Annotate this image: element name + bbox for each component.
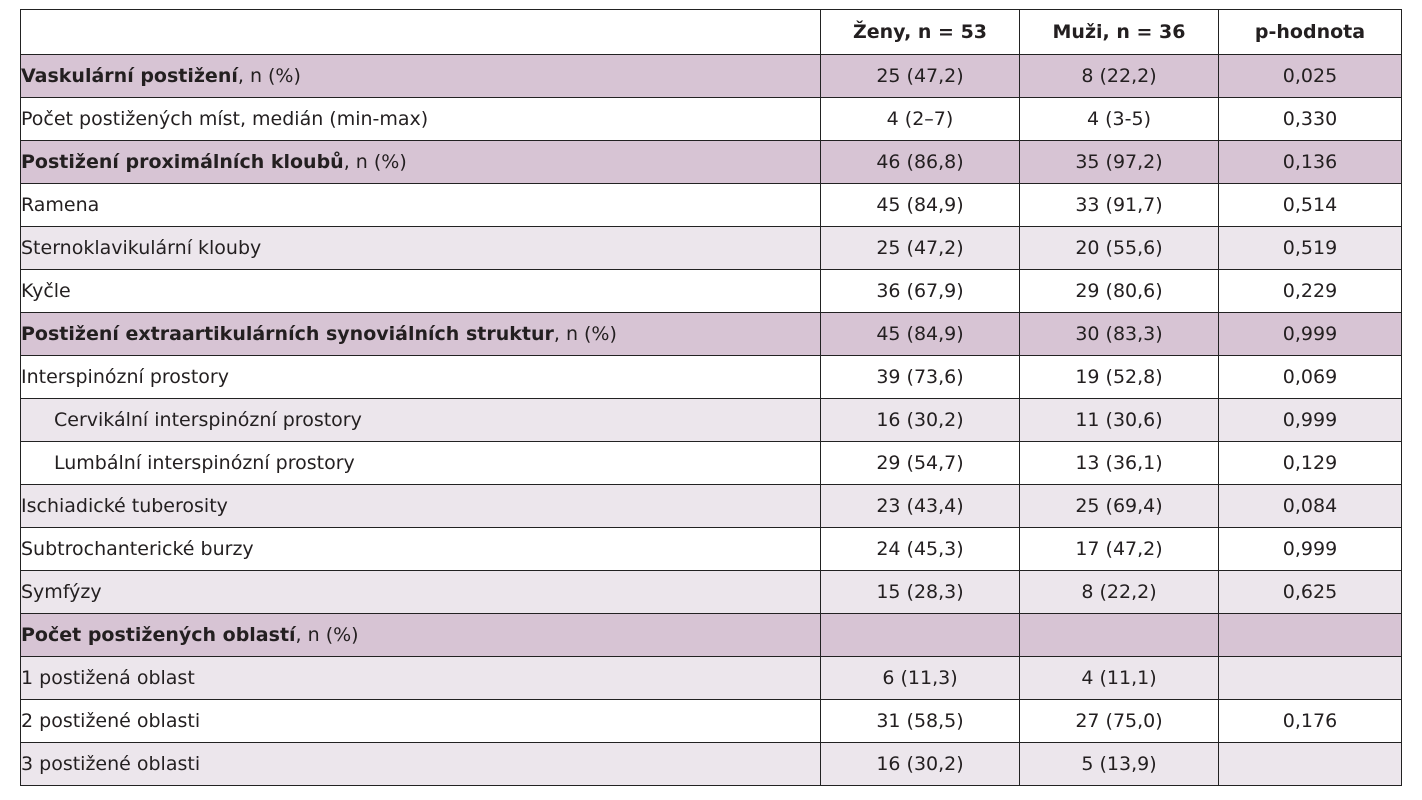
- row-label-bold: Postižení extraartikulárních synoviálníc…: [21, 323, 554, 345]
- women-value: 25 (47,2): [820, 226, 1020, 270]
- row-label-bold: Vaskulární postižení: [21, 65, 238, 87]
- women-value: 4 (2–7): [820, 97, 1020, 141]
- women-value: 16 (30,2): [820, 398, 1020, 442]
- p-value: 0,330: [1218, 97, 1402, 141]
- men-value: 11 (30,6): [1019, 398, 1219, 442]
- section-row: Vaskulární postižení, n (%) 25 (47,2) 8 (2…: [20, 54, 1402, 98]
- row-label: Symfýzy: [20, 570, 821, 614]
- row-label: Kyčle: [20, 269, 821, 313]
- women-value: 46 (86,8): [820, 140, 1020, 184]
- table-row: Počet postižených míst, medián (min-max)…: [20, 97, 1402, 141]
- men-value: 27 (75,0): [1019, 699, 1219, 743]
- row-label: 3 postižené oblasti: [20, 742, 821, 786]
- row-label: Lumbální interspinózní prostory: [20, 441, 821, 485]
- p-value: [1218, 656, 1402, 700]
- row-label: 2 postižené oblasti: [20, 699, 821, 743]
- p-value: 0,999: [1218, 527, 1402, 571]
- p-value: 0,069: [1218, 355, 1402, 399]
- row-label: 1 postižená oblast: [20, 656, 821, 700]
- men-value: 25 (69,4): [1019, 484, 1219, 528]
- women-value: 16 (30,2): [820, 742, 1020, 786]
- row-label: Interspinózní prostory: [20, 355, 821, 399]
- men-value: 30 (83,3): [1019, 312, 1219, 356]
- row-label: Sternoklavikulární klouby: [20, 226, 821, 270]
- table-row: Ramena 45 (84,9) 33 (91,7) 0,514: [20, 183, 1402, 227]
- row-label: Ischiadické tuberosity: [20, 484, 821, 528]
- header-men: Muži, n = 36: [1019, 9, 1219, 55]
- women-value: [820, 613, 1020, 657]
- table-row: Ischiadické tuberosity 23 (43,4) 25 (69,4)…: [20, 484, 1402, 528]
- women-value: 45 (84,9): [820, 312, 1020, 356]
- men-value: 13 (36,1): [1019, 441, 1219, 485]
- results-table: Ženy, n = 53 Muži, n = 36 p-hodnota Vask…: [20, 9, 1402, 786]
- p-value: 0,514: [1218, 183, 1402, 227]
- row-label: Cervikální interspinózní prostory: [20, 398, 821, 442]
- table-row: 2 postižené oblasti 31 (58,5) 27 (75,0) 0,1…: [20, 699, 1402, 743]
- table-row: Cervikální interspinózní prostory 16 (30,…: [20, 398, 1402, 442]
- men-value: 8 (22,2): [1019, 570, 1219, 614]
- men-value: 29 (80,6): [1019, 269, 1219, 313]
- women-value: 6 (11,3): [820, 656, 1020, 700]
- women-value: 29 (54,7): [820, 441, 1020, 485]
- row-label: Postižení extraartikulárních synoviálníc…: [20, 312, 821, 356]
- header-row: Ženy, n = 53 Muži, n = 36 p-hodnota: [20, 9, 1402, 55]
- row-label-bold: Postižení proximálních kloubů: [21, 151, 344, 173]
- row-label-suffix: , n (%): [237, 65, 301, 87]
- p-value: 0,176: [1218, 699, 1402, 743]
- women-value: 36 (67,9): [820, 269, 1020, 313]
- p-value: 0,084: [1218, 484, 1402, 528]
- men-value: 19 (52,8): [1019, 355, 1219, 399]
- men-value: 17 (47,2): [1019, 527, 1219, 571]
- table-row: Subtrochanterické burzy 24 (45,3) 17 (47,2…: [20, 527, 1402, 571]
- row-label: Ramena: [20, 183, 821, 227]
- row-label-suffix: , n (%): [343, 151, 407, 173]
- table-row: Kyčle 36 (67,9) 29 (80,6) 0,229: [20, 269, 1402, 313]
- p-value: 0,129: [1218, 441, 1402, 485]
- section-row: Postižení extraartikulárních synoviálníc…: [20, 312, 1402, 356]
- header-p-value: p-hodnota: [1218, 9, 1402, 55]
- women-value: 39 (73,6): [820, 355, 1020, 399]
- p-value: [1218, 613, 1402, 657]
- row-label-suffix: , n (%): [553, 323, 617, 345]
- table-row: 1 postižená oblast 6 (11,3) 4 (11,1): [20, 656, 1402, 700]
- p-value: 0,999: [1218, 312, 1402, 356]
- table-row: 3 postižené oblasti 16 (30,2) 5 (13,9): [20, 742, 1402, 786]
- row-label: Počet postižených míst, medián (min-max): [20, 97, 821, 141]
- p-value: 0,625: [1218, 570, 1402, 614]
- table-row: Interspinózní prostory 39 (73,6) 19 (52,8)…: [20, 355, 1402, 399]
- row-label: Postižení proximálních kloubů, n (%): [20, 140, 821, 184]
- row-label-suffix: , n (%): [295, 624, 359, 646]
- women-value: 45 (84,9): [820, 183, 1020, 227]
- header-label-column: [20, 9, 821, 55]
- men-value: 8 (22,2): [1019, 54, 1219, 98]
- section-row: Počet postižených oblastí, n (%): [20, 613, 1402, 657]
- row-label: Vaskulární postižení, n (%): [20, 54, 821, 98]
- women-value: 31 (58,5): [820, 699, 1020, 743]
- men-value: [1019, 613, 1219, 657]
- men-value: 33 (91,7): [1019, 183, 1219, 227]
- men-value: 35 (97,2): [1019, 140, 1219, 184]
- men-value: 5 (13,9): [1019, 742, 1219, 786]
- row-label-bold: Počet postižených oblastí: [21, 624, 296, 646]
- row-label: Počet postižených oblastí, n (%): [20, 613, 821, 657]
- men-value: 4 (11,1): [1019, 656, 1219, 700]
- table-row: Lumbální interspinózní prostory 29 (54,7)…: [20, 441, 1402, 485]
- p-value: 0,999: [1218, 398, 1402, 442]
- row-label: Subtrochanterické burzy: [20, 527, 821, 571]
- p-value: 0,136: [1218, 140, 1402, 184]
- men-value: 20 (55,6): [1019, 226, 1219, 270]
- women-value: 15 (28,3): [820, 570, 1020, 614]
- men-value: 4 (3-5): [1019, 97, 1219, 141]
- p-value: [1218, 742, 1402, 786]
- table-row: Symfýzy 15 (28,3) 8 (22,2) 0,625: [20, 570, 1402, 614]
- women-value: 23 (43,4): [820, 484, 1020, 528]
- p-value: 0,025: [1218, 54, 1402, 98]
- table-row: Sternoklavikulární klouby 25 (47,2) 20 (55…: [20, 226, 1402, 270]
- p-value: 0,229: [1218, 269, 1402, 313]
- header-women: Ženy, n = 53: [820, 9, 1020, 55]
- p-value: 0,519: [1218, 226, 1402, 270]
- women-value: 25 (47,2): [820, 54, 1020, 98]
- women-value: 24 (45,3): [820, 527, 1020, 571]
- section-row: Postižení proximálních kloubů, n (%) 46 (…: [20, 140, 1402, 184]
